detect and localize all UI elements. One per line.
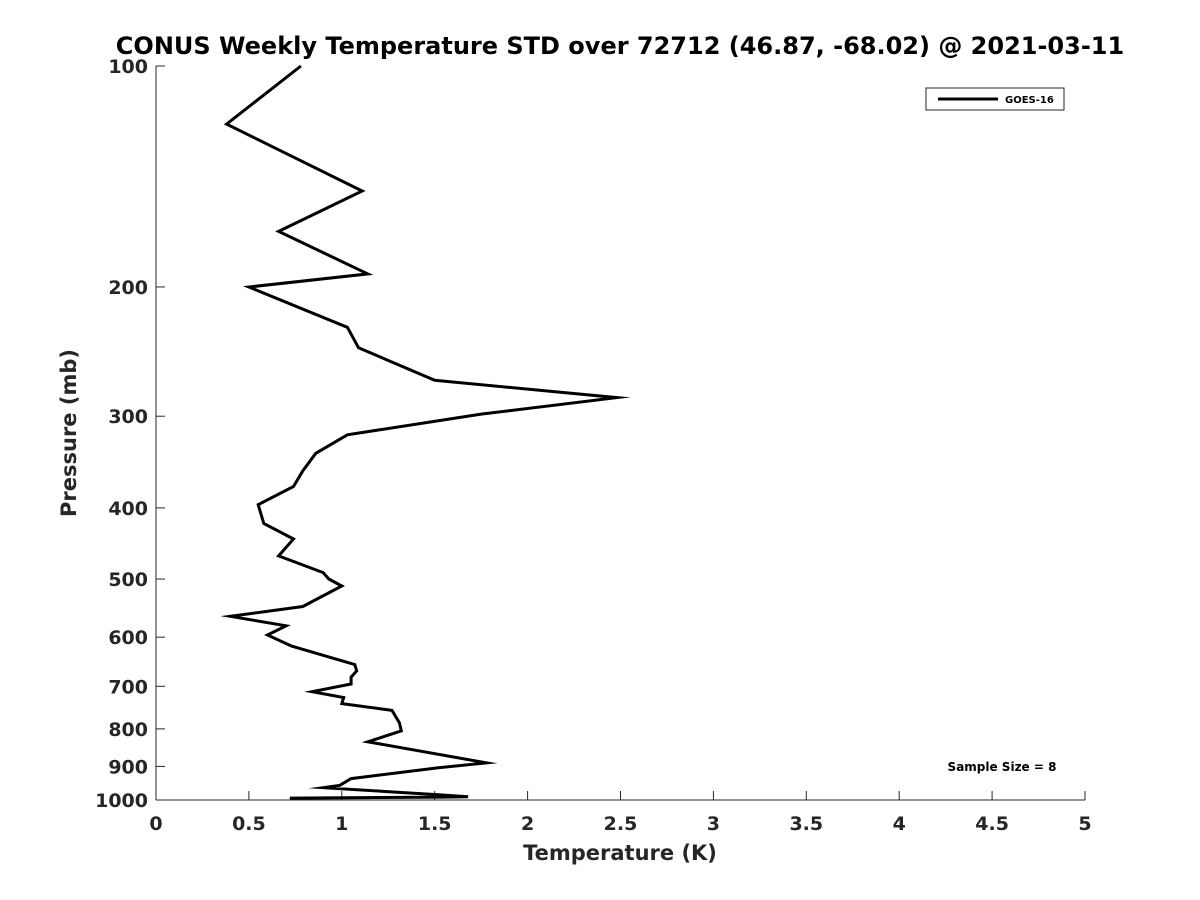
y-tick-label: 1000 [95, 790, 148, 812]
x-tick-label: 3.5 [789, 813, 823, 835]
y-axis-label: Pressure (mb) [57, 349, 81, 517]
y-tick-label: 500 [108, 569, 148, 591]
x-tick-label: 5 [1078, 813, 1091, 835]
x-axis-label: Temperature (K) [523, 841, 717, 865]
x-tick-label: 0 [149, 813, 162, 835]
y-tick-label: 200 [108, 277, 148, 299]
x-tick-label: 2.5 [604, 813, 638, 835]
chart-title: CONUS Weekly Temperature STD over 72712 … [116, 32, 1124, 60]
legend-label-goes-16: GOES-16 [1005, 95, 1054, 106]
y-tick-label: 100 [108, 56, 148, 78]
x-tick-label: 2 [521, 813, 534, 835]
series-layer [220, 64, 631, 800]
y-tick-label: 400 [108, 498, 148, 520]
y-tick-label: 800 [108, 719, 148, 741]
x-tick-label: 0.5 [232, 813, 266, 835]
y-tick-label: 600 [108, 627, 148, 649]
y-tick-label: 900 [108, 756, 148, 778]
legend: GOES-16 [925, 87, 1065, 111]
x-tick-label: 4 [893, 813, 906, 835]
x-ticks: 0 0.5 1 1.5 2 2.5 3 3.5 4 4.5 5 [149, 791, 1092, 835]
sample-size-annotation: Sample Size = 8 [948, 760, 1057, 774]
x-tick-label: 4.5 [975, 813, 1009, 835]
y-ticks: 100 200 300 400 500 600 700 800 900 1000 [95, 56, 165, 812]
y-tick-label: 700 [108, 676, 148, 698]
y-tick-label: 300 [108, 406, 148, 428]
x-tick-label: 1 [335, 813, 348, 835]
x-tick-label: 1.5 [418, 813, 452, 835]
x-tick-label: 3 [707, 813, 720, 835]
series-line-goes-16 [220, 64, 631, 800]
